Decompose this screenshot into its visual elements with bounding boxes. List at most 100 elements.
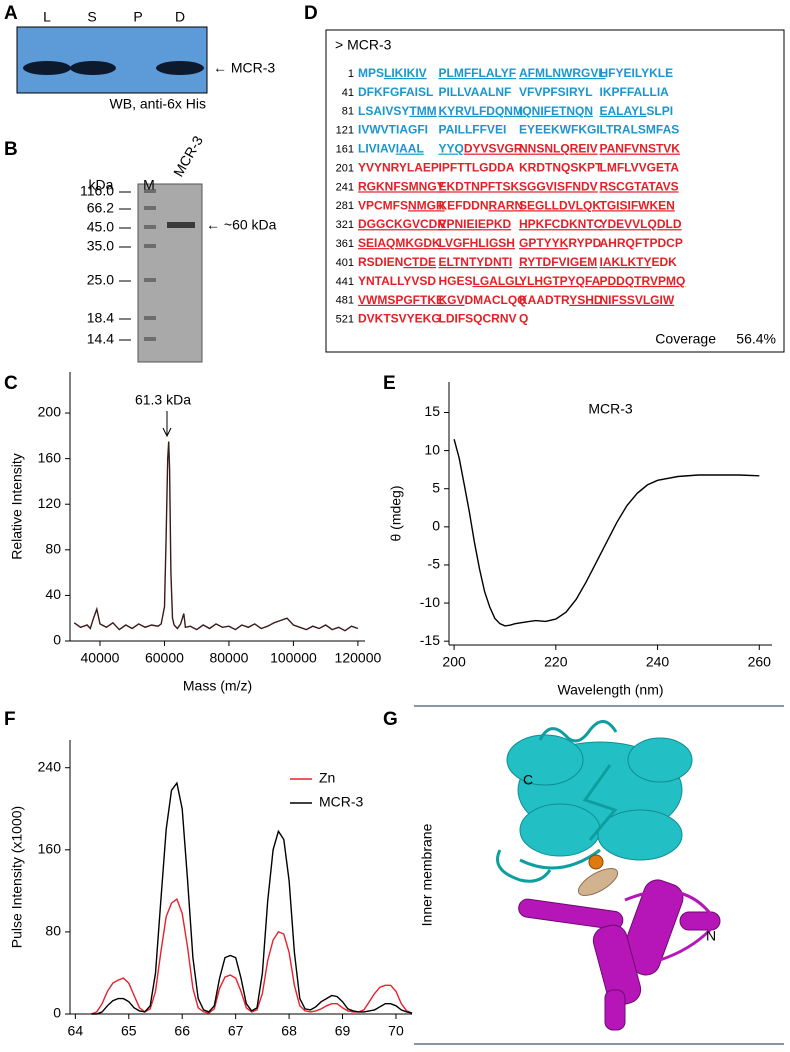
legend-label: MCR-3 bbox=[319, 794, 364, 810]
sequence-block: IVWVTIAGFI bbox=[358, 123, 428, 137]
protein-structure: Inner membrane C N bbox=[414, 705, 784, 1045]
y-tick-label: -15 bbox=[420, 632, 440, 648]
x-tick-label: 200 bbox=[442, 654, 466, 670]
data-line bbox=[91, 897, 413, 1015]
y-axis-label: Relative Intensity bbox=[9, 453, 25, 560]
sequence-block: HGESLGALGL bbox=[439, 274, 522, 288]
data-line bbox=[453, 439, 760, 627]
blot-band bbox=[23, 61, 71, 75]
sequence-block: LTRALSMFAS bbox=[600, 123, 680, 137]
y-tick-label: -5 bbox=[428, 556, 441, 572]
residue-segment: DYVSVGR bbox=[464, 142, 523, 156]
x-tick-label: 66 bbox=[174, 1023, 190, 1039]
sequence-block: YVYNRYLAEP bbox=[358, 161, 439, 175]
x-tick-label: 69 bbox=[335, 1023, 351, 1039]
lane-label: MCR-3 bbox=[170, 133, 206, 180]
residue-number: 121 bbox=[336, 125, 354, 137]
residue-segment: CTDE bbox=[403, 255, 436, 269]
sequence-block: VPCMFSNMGR bbox=[358, 198, 445, 212]
residue-segment: PDDQTRVPMQ bbox=[600, 274, 686, 288]
residue-segment: Q bbox=[519, 312, 528, 326]
sequence-block: LVGFHLIGSH bbox=[439, 236, 515, 250]
sequence-block: EKDTNPFTSK bbox=[439, 180, 520, 194]
residue-segment: LVGFHLIGSH bbox=[439, 236, 515, 250]
residue-segment: GPTYYK bbox=[519, 236, 569, 250]
y-tick-label: -10 bbox=[420, 594, 440, 610]
y-tick-label: 200 bbox=[38, 404, 62, 420]
residue-segment: EALAYL bbox=[600, 104, 647, 118]
residue-number: 241 bbox=[336, 181, 354, 193]
sequence-block: RYTDFVIGEM bbox=[519, 255, 597, 269]
membrane-label: Inner membrane bbox=[419, 823, 435, 926]
sequence-block: Q bbox=[519, 312, 528, 326]
sequence-block: PANFVNSTVK bbox=[600, 142, 681, 156]
y-tick-label: 0 bbox=[53, 632, 61, 648]
residue-number: 161 bbox=[336, 144, 354, 156]
sequence-block: KAADTRYSHD bbox=[519, 293, 603, 307]
residue-segment: VWMSPGFTKE bbox=[358, 293, 444, 307]
residue-segment: AFMLNWRGVL bbox=[519, 66, 606, 80]
sequence-block: LDIFSQCRNV bbox=[439, 312, 517, 326]
y-tick-label: 10 bbox=[424, 441, 440, 457]
sequence-block: KRDTNQSKPT bbox=[519, 161, 603, 175]
residue-segment: VPCMFS bbox=[358, 198, 408, 212]
x-tick-label: 67 bbox=[228, 1023, 244, 1039]
residue-segment: IAAL bbox=[396, 142, 424, 156]
y-tick-label: 0 bbox=[432, 518, 440, 534]
residue-segment: IQNIFETNQN bbox=[519, 104, 593, 118]
x-tick-label: 64 bbox=[68, 1023, 84, 1039]
residue-segment: YYQ bbox=[439, 142, 464, 156]
coverage-label: Coverage bbox=[655, 331, 716, 347]
y-tick-label: 5 bbox=[432, 479, 440, 495]
residue-number: 361 bbox=[336, 238, 354, 250]
residue-segment: KAADTR bbox=[519, 293, 570, 307]
sequence-block: IPFTTLGDDA bbox=[439, 161, 515, 175]
lane-label: S bbox=[87, 9, 96, 25]
residue-segment: SGGVISFNDV bbox=[519, 180, 598, 194]
x-tick-label: 240 bbox=[646, 654, 670, 670]
residue-segment: DFKFGFAISL bbox=[358, 85, 433, 99]
x-axis-label: Mass (m/z) bbox=[183, 678, 252, 694]
marker-label: 45.0 bbox=[87, 219, 114, 235]
blot-membrane bbox=[16, 26, 208, 94]
sequence-block: KGVDMACLQQ bbox=[439, 293, 527, 307]
residue-segment: SLPI bbox=[646, 104, 673, 118]
residue-segment: EYEEKWFKGI bbox=[519, 123, 600, 137]
marker-label: 14.4 bbox=[87, 331, 114, 347]
sequence-block: NNSNLQREIV bbox=[519, 142, 598, 156]
sequence-block: IKPFFALLIA bbox=[600, 85, 670, 99]
legend-label: Zn bbox=[319, 770, 335, 786]
residue-segment: VPNIEIEPKD bbox=[439, 217, 512, 231]
sequence-block: VPNIEIEPKD bbox=[439, 217, 512, 231]
blot-band bbox=[70, 61, 116, 75]
panel-label: D bbox=[304, 3, 318, 24]
gel bbox=[137, 183, 203, 363]
sequence-block: KEFDDNRARN bbox=[439, 198, 524, 212]
residue-segment: EKDTNPFTSK bbox=[439, 180, 520, 194]
residue-number: 281 bbox=[336, 200, 354, 212]
sequence-block: PAILLFFVEI bbox=[439, 123, 507, 137]
y-tick-label: 15 bbox=[424, 403, 440, 419]
band-label: ← ~60 kDa bbox=[206, 217, 277, 233]
residue-segment: IKPFFALLIA bbox=[600, 85, 670, 99]
lane-label: D bbox=[175, 9, 185, 25]
y-tick-label: 160 bbox=[38, 449, 62, 465]
sequence-block: NIFSSVLGIW bbox=[600, 293, 675, 307]
sequence-block: RSCGTATAVS bbox=[600, 180, 679, 194]
x-tick-label: 220 bbox=[544, 654, 568, 670]
residue-number: 321 bbox=[336, 219, 354, 231]
chart-title: MCR-3 bbox=[588, 401, 633, 417]
panel-label: F bbox=[4, 709, 16, 730]
sequence-block: EYEEKWFKGI bbox=[519, 123, 600, 137]
residue-segment: YVYNRYLAEP bbox=[358, 161, 439, 175]
residue-segment: YDEVVLQDLD bbox=[600, 217, 682, 231]
residue-segment: HPKFCDKNTC bbox=[519, 217, 603, 231]
sequence-block: YYQDYVSVGR bbox=[439, 142, 523, 156]
coverage-value: 56.4% bbox=[736, 331, 776, 347]
residue-segment: KYRVLFDQNM bbox=[439, 104, 523, 118]
panel-label: C bbox=[4, 373, 18, 394]
residue-segment: RSCGTATAVS bbox=[600, 180, 679, 194]
y-tick-label: 80 bbox=[45, 923, 61, 939]
sequence-block: RSDIENCTDE bbox=[358, 255, 436, 269]
residue-segment: RGKNFSMNGY bbox=[358, 180, 445, 194]
